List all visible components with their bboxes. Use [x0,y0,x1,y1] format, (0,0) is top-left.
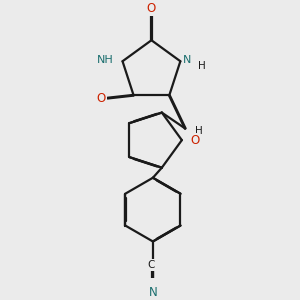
Text: H: H [198,61,206,70]
Text: H: H [195,126,203,136]
Text: N: N [148,286,157,299]
Text: O: O [147,2,156,16]
Text: O: O [97,92,106,105]
Text: C: C [148,260,155,270]
Text: O: O [190,134,199,147]
Text: N: N [183,55,192,65]
Text: NH: NH [97,55,114,65]
